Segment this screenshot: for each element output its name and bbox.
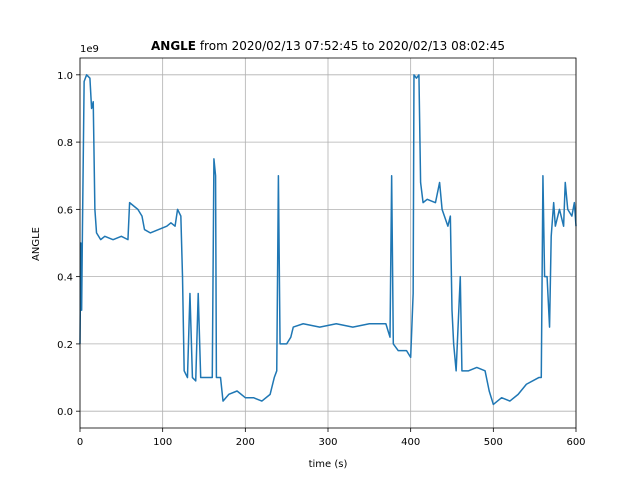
x-tick-label: 500 <box>484 437 503 448</box>
x-tick-label: 300 <box>318 437 337 448</box>
x-tick-label: 100 <box>153 437 172 448</box>
data-line <box>79 74 577 406</box>
title-rest: from 2020/02/13 07:52:45 to 2020/02/13 0… <box>196 39 505 53</box>
y-axis-label: ANGLE <box>31 227 42 261</box>
x-tick-label: 600 <box>566 437 585 448</box>
y-tick-label: 0.2 <box>57 340 73 351</box>
plot-frame <box>79 57 577 429</box>
x-axis-label: time (s) <box>309 459 348 470</box>
y-tick-label: 1.0 <box>57 71 73 82</box>
y-tick-label: 0.4 <box>57 273 73 284</box>
y-offset-label: 1e9 <box>80 44 99 55</box>
x-tick-label: 200 <box>236 437 255 448</box>
chart-title: ANGLE from 2020/02/13 07:52:45 to 2020/0… <box>151 39 505 53</box>
y-tick-label: 0.0 <box>57 407 73 418</box>
x-tick-label: 0 <box>77 437 83 448</box>
y-tick-label: 0.8 <box>57 138 73 149</box>
title-bold: ANGLE <box>151 39 196 53</box>
y-tick-label: 0.6 <box>57 205 73 216</box>
x-tick-label: 400 <box>401 437 420 448</box>
